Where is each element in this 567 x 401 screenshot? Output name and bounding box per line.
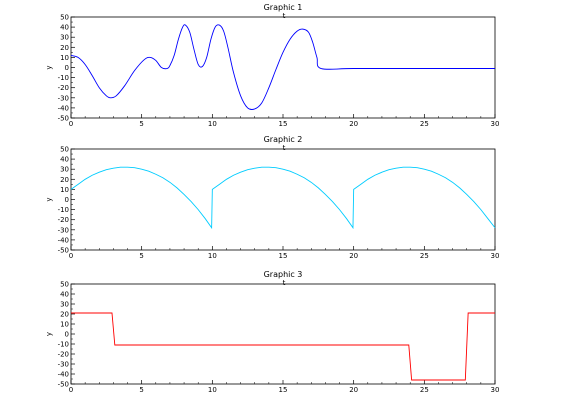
series-line-1 [71, 312, 495, 381]
chart-panel-1: Graphic 1t y 0 5 10 15 20 25 30 -50 -40 -30 -20 -10 0 1… [45, 3, 499, 128]
y-tick-label: -30 [58, 94, 69, 102]
x-tick-label: 30 [491, 252, 500, 260]
x-tick-label: 25 [420, 386, 429, 394]
x-axis-label: t [283, 12, 286, 20]
y-tick-label: 50 [60, 14, 69, 22]
x-tick-label: 5 [139, 386, 143, 394]
x-tick-label: 0 [69, 386, 73, 394]
y-tick-label: -10 [58, 341, 69, 349]
y-tick-label: -50 [58, 381, 69, 389]
x-tick-label: 25 [420, 252, 429, 260]
chart-title: Graphic 1 [264, 3, 303, 12]
y-tick-label: 0 [65, 331, 69, 339]
plot-frame [70, 148, 496, 251]
chart-title: Graphic 2 [264, 135, 303, 144]
y-tick-label: -10 [58, 74, 69, 82]
y-tick-label: -30 [58, 226, 69, 234]
x-tick-label: 25 [420, 120, 429, 128]
y-tick-label: 20 [60, 311, 69, 319]
x-tick-label: 15 [279, 386, 288, 394]
y-tick-label: -40 [58, 371, 69, 379]
x-tick-label: 20 [349, 120, 358, 128]
y-tick-label: -20 [58, 351, 69, 359]
x-tick-label: 15 [279, 120, 288, 128]
y-tick-label: 10 [60, 321, 69, 329]
y-tick-label: 40 [60, 156, 69, 164]
x-tick-label: 30 [491, 120, 500, 128]
x-tick-label: 10 [208, 120, 217, 128]
y-tick-label: 50 [60, 146, 69, 154]
x-axis-label: t [283, 144, 286, 152]
y-tick-label: -20 [58, 216, 69, 224]
y-tick-label: 20 [60, 44, 69, 52]
plot-frame [70, 16, 496, 119]
y-tick-label: 40 [60, 24, 69, 32]
x-tick-label: 5 [139, 120, 143, 128]
y-tick-label: 40 [60, 291, 69, 299]
y-tick-label: 0 [65, 196, 69, 204]
x-tick-label: 5 [139, 252, 143, 260]
y-tick-label: 10 [60, 186, 69, 194]
y-tick-label: 30 [60, 34, 69, 42]
y-tick-label: -50 [58, 247, 69, 255]
y-tick-label: -10 [58, 206, 69, 214]
y-axis-label: y [45, 65, 53, 69]
y-tick-label: -50 [58, 115, 69, 123]
x-tick-label: 15 [279, 252, 288, 260]
x-tick-label: 20 [349, 386, 358, 394]
y-tick-label: 10 [60, 54, 69, 62]
x-tick-label: 0 [69, 252, 73, 260]
x-tick-label: 10 [208, 386, 217, 394]
y-tick-label: 30 [60, 166, 69, 174]
plot-frame [70, 283, 496, 385]
y-tick-label: 50 [60, 281, 69, 289]
x-axis-label: t [283, 279, 286, 287]
y-tick-label: -20 [58, 84, 69, 92]
x-tick-label: 30 [491, 386, 500, 394]
y-tick-label: 30 [60, 301, 69, 309]
y-axis-label: y [45, 332, 53, 336]
series-line-1 [70, 166, 496, 230]
x-tick-label: 10 [208, 252, 217, 260]
y-tick-label: 0 [65, 64, 69, 72]
chart-panel-3: Graphic 3t y 0 5 10 15 20 25 30 -50 -40 -30 -20 -10 0 1… [45, 270, 499, 394]
x-tick-label: 0 [69, 120, 73, 128]
y-tick-label: -30 [58, 361, 69, 369]
chart-panel-2: Graphic 2t y 0 5 10 15 20 25 30 -50 -40 -30 -20 -10 0 1… [45, 135, 499, 260]
y-tick-label: -40 [58, 236, 69, 244]
chart-title: Graphic 3 [264, 270, 303, 279]
y-tick-label: -40 [58, 104, 69, 112]
series-line-1 [70, 24, 495, 110]
y-tick-label: 20 [60, 176, 69, 184]
x-tick-label: 20 [349, 252, 358, 260]
y-axis-label: y [45, 197, 53, 201]
